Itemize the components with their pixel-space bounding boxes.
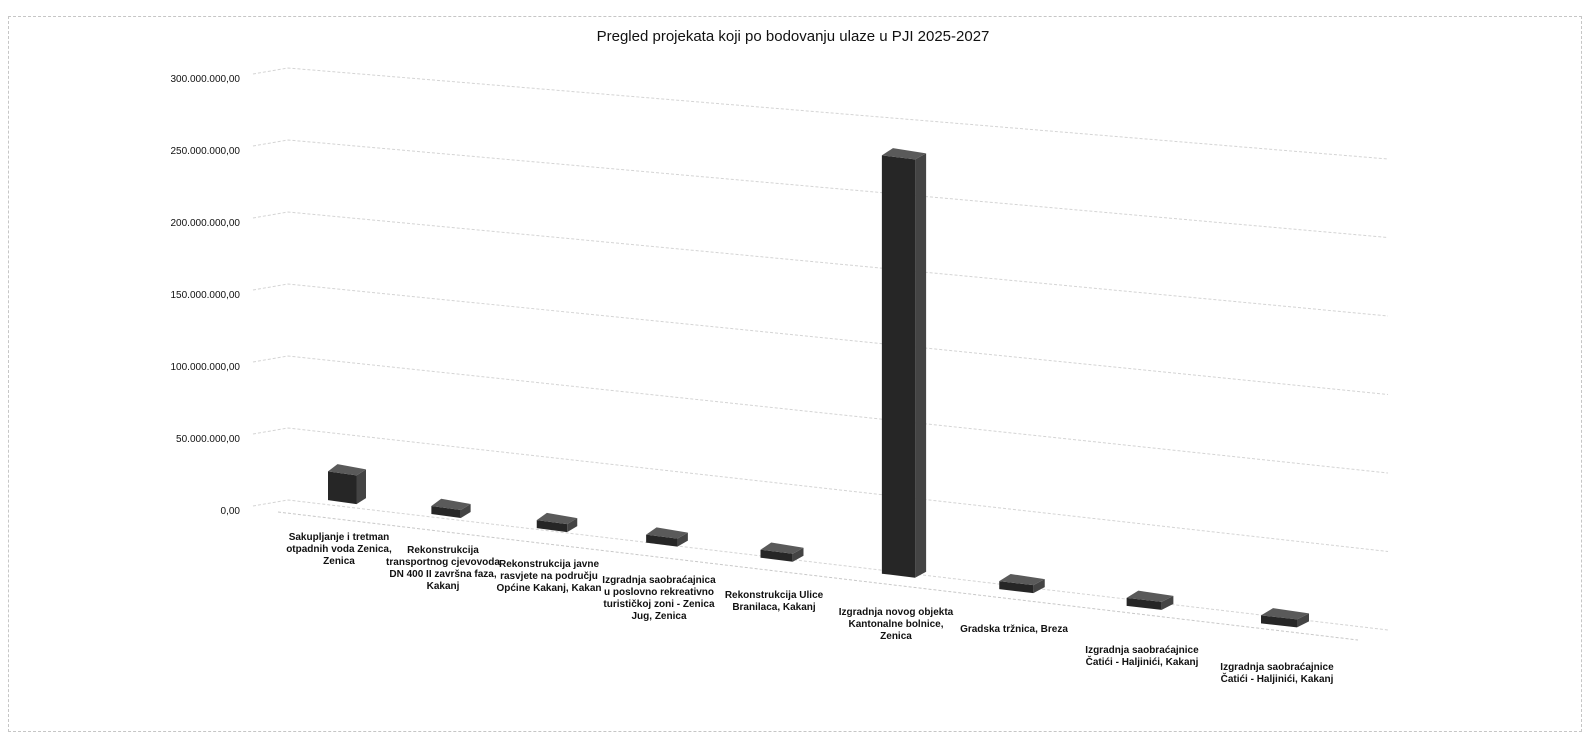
- category-label: Izgradnja saobraćajnice Čatići - Haljinić…: [1220, 662, 1334, 685]
- category-label: Rekonstrukcija javne rasvjete na području…: [496, 559, 601, 594]
- bar: [646, 527, 688, 547]
- gridline: [252, 67, 1389, 160]
- category-label: Izgradnja saobraćajnice Čatići - Haljinić…: [1085, 645, 1199, 668]
- bar: [1126, 590, 1174, 610]
- bar: [328, 464, 366, 505]
- bars: [328, 148, 1309, 628]
- y-tick-label: 200.000.000,00: [170, 218, 240, 229]
- category-label: Rekonstrukcija Ulice Branilaca, Kakanj: [725, 590, 824, 613]
- floor-line: [277, 511, 1359, 641]
- category-label: Rekonstrukcija transportnog cjevovoda DN 4…: [386, 545, 500, 592]
- y-tick-label: 300.000.000,00: [170, 74, 240, 85]
- gridline: [252, 283, 1389, 395]
- gridline: [252, 211, 1389, 317]
- bar: [1261, 608, 1309, 628]
- gridline: [252, 355, 1389, 474]
- category-label: Gradska tržnica, Breza: [960, 624, 1068, 635]
- category-labels: Sakupljanje i tretman otpadnih voda Zenic…: [286, 532, 1334, 685]
- gridline: [252, 499, 1389, 631]
- bar: [536, 512, 578, 533]
- y-tick-label: 150.000.000,00: [170, 290, 240, 301]
- y-tick-label: 250.000.000,00: [170, 146, 240, 157]
- bar: [881, 148, 927, 578]
- category-label: Sakupljanje i tretman otpadnih voda Zenic…: [286, 532, 392, 567]
- category-label: Izgradnja novog objekta Kantonalne bolnic…: [839, 607, 954, 642]
- gridline: [252, 427, 1389, 552]
- y-tick-label: 0,00: [221, 506, 241, 517]
- y-tick-label: 50.000.000,00: [176, 434, 240, 445]
- bar: [431, 498, 471, 519]
- chart-title: Pregled projekata koji po bodovanju ulaz…: [597, 28, 990, 45]
- category-label: Izgradnja saobraćajnica u poslovno rekrea…: [602, 575, 716, 622]
- bar: [999, 573, 1045, 594]
- bar: [760, 542, 804, 562]
- y-tick-label: 100.000.000,00: [170, 362, 240, 373]
- gridlines: [252, 67, 1389, 641]
- y-axis-ticks: 0,00 50.000.000,00 100.000.000,00 150.000.0…: [170, 74, 240, 517]
- gridline: [252, 139, 1389, 238]
- chart-frame: [8, 16, 1582, 732]
